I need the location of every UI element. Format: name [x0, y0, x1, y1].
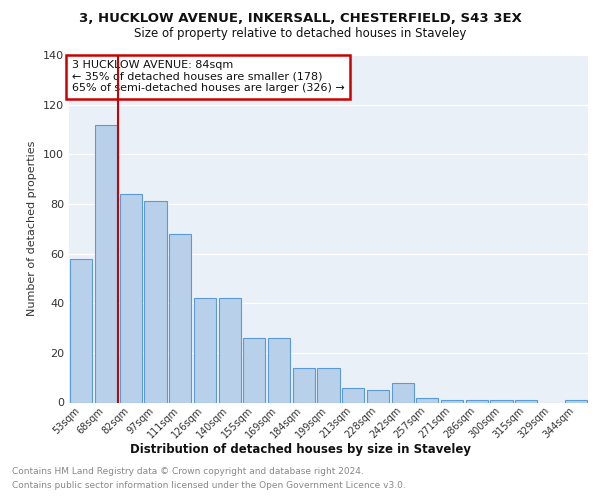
Bar	[490, 400, 512, 402]
Bar	[342, 388, 364, 402]
Bar	[194, 298, 216, 403]
Bar	[268, 338, 290, 402]
Text: Contains HM Land Registry data © Crown copyright and database right 2024.: Contains HM Land Registry data © Crown c…	[12, 468, 364, 476]
Bar	[367, 390, 389, 402]
Bar	[293, 368, 315, 402]
Bar	[466, 400, 488, 402]
Text: 3, HUCKLOW AVENUE, INKERSALL, CHESTERFIELD, S43 3EX: 3, HUCKLOW AVENUE, INKERSALL, CHESTERFIE…	[79, 12, 521, 26]
Text: 3 HUCKLOW AVENUE: 84sqm
← 35% of detached houses are smaller (178)
65% of semi-d: 3 HUCKLOW AVENUE: 84sqm ← 35% of detache…	[71, 60, 344, 94]
Bar	[70, 258, 92, 402]
Bar	[416, 398, 439, 402]
Bar	[392, 382, 414, 402]
Text: Contains public sector information licensed under the Open Government Licence v3: Contains public sector information licen…	[12, 481, 406, 490]
Bar	[243, 338, 265, 402]
Bar	[119, 194, 142, 402]
Bar	[169, 234, 191, 402]
Text: Distribution of detached houses by size in Staveley: Distribution of detached houses by size …	[130, 442, 470, 456]
Bar	[218, 298, 241, 403]
Bar	[515, 400, 538, 402]
Bar	[95, 124, 117, 402]
Bar	[317, 368, 340, 402]
Y-axis label: Number of detached properties: Number of detached properties	[28, 141, 37, 316]
Bar	[145, 202, 167, 402]
Bar	[441, 400, 463, 402]
Text: Size of property relative to detached houses in Staveley: Size of property relative to detached ho…	[134, 28, 466, 40]
Bar	[565, 400, 587, 402]
